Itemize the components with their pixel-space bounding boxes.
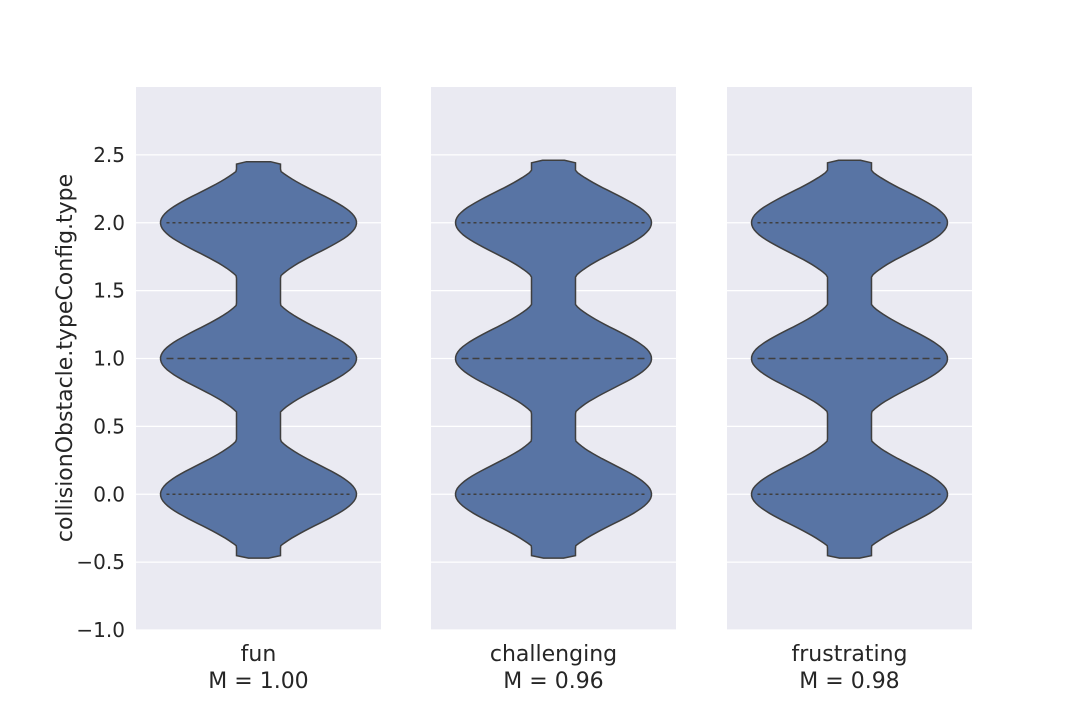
y-tick-label: 0.5 — [93, 414, 125, 438]
stat-label: M = 0.96 — [503, 669, 603, 694]
category-label: frustrating — [792, 642, 908, 667]
y-tick-label: 1.0 — [93, 347, 125, 371]
y-axis-label: collisionObstacle.typeConfig.type — [53, 174, 78, 542]
y-axis: −1.0 −0.5 0.0 0.5 1.0 1.5 2.0 2.5 — [76, 143, 125, 642]
y-tick-label: 0.0 — [93, 482, 125, 506]
category-label: fun — [241, 642, 277, 667]
y-tick-label: −1.0 — [76, 618, 125, 642]
y-tick-label: 2.0 — [93, 211, 125, 235]
y-tick-label: 2.5 — [93, 143, 125, 167]
y-tick-label: −0.5 — [76, 550, 125, 574]
y-tick-label: 1.5 — [93, 279, 125, 303]
stat-label: M = 0.98 — [799, 669, 899, 694]
violin-body — [159, 160, 358, 559]
category-label: challenging — [490, 642, 617, 667]
stat-label: M = 1.00 — [208, 669, 308, 694]
